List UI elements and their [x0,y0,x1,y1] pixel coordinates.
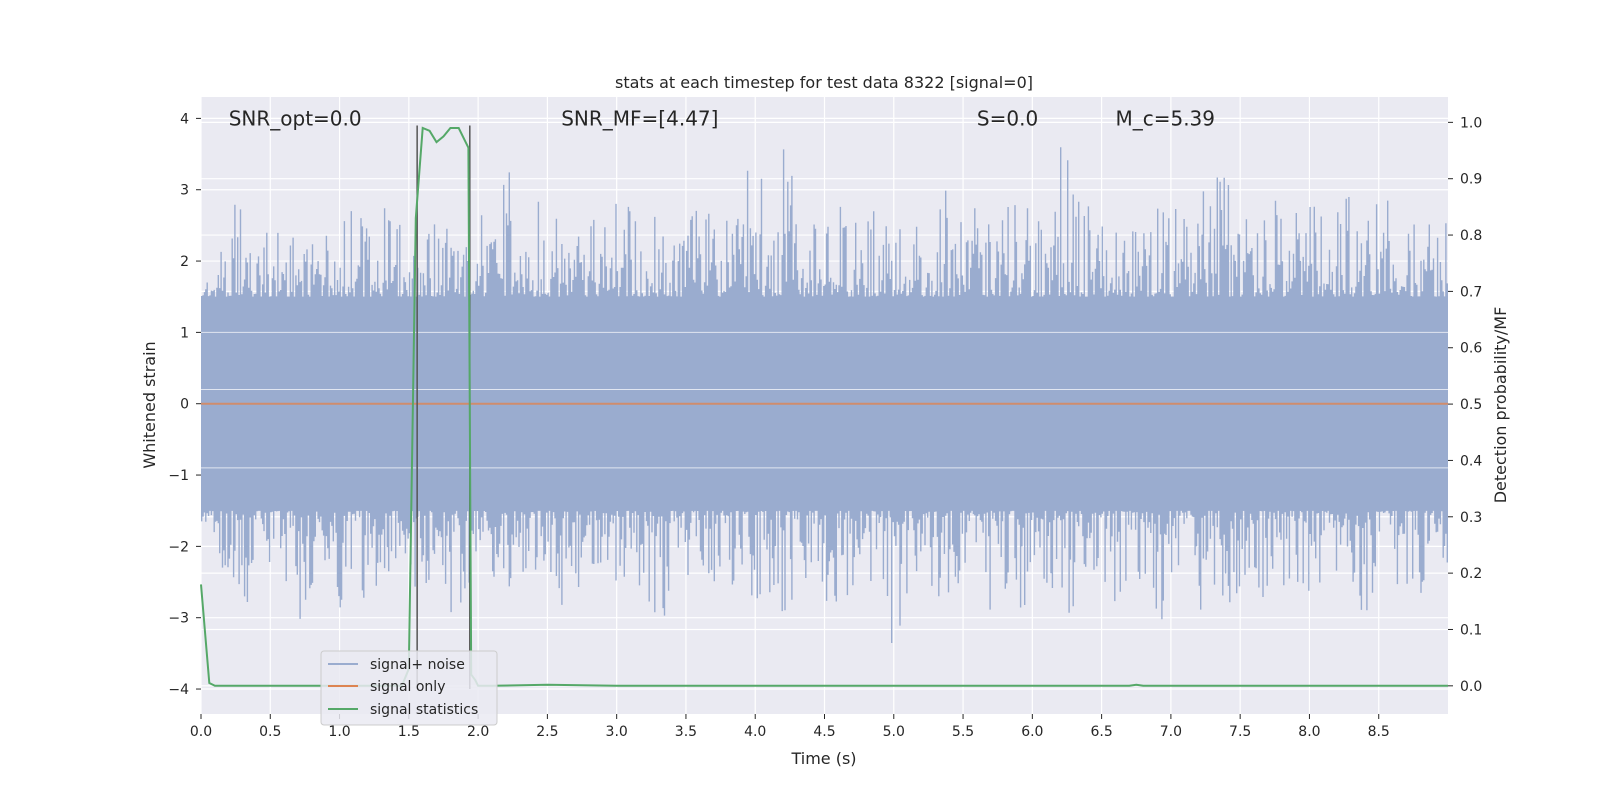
y-tick-label: 1 [180,325,189,341]
y2-tick-label: 0.2 [1460,566,1482,582]
y2-tick-label: 0.4 [1460,453,1482,469]
y-tick-label: 4 [180,111,189,127]
y2-tick-label: 0.1 [1460,622,1482,638]
x-tick-label: 8.0 [1298,724,1320,740]
x-tick-label: 4.5 [813,724,835,740]
y-tick-label: 2 [180,254,189,270]
x-tick-label: 3.5 [675,724,697,740]
annotation-text: SNR_opt=0.0 [229,106,362,130]
x-tick-label: 7.0 [1160,724,1182,740]
x-axis-label: Time (s) [790,749,856,768]
y2-axis-label: Detection probability/MF [1491,307,1510,504]
y2-tick-label: 0.5 [1460,397,1482,413]
y-axis-label: Whitened strain [140,341,159,468]
y2-tick-label: 0.0 [1460,679,1482,695]
annotation-text: SNR_MF=[4.47] [561,106,718,130]
x-tick-label: 1.0 [328,724,350,740]
x-tick-label: 8.5 [1368,724,1390,740]
y-tick-label: −1 [168,468,189,484]
x-axis-ticks: 0.0 0.5 1.0 1.5 2.0 2.5 3.0 3.5 4.0 4.5 5.0 5.5 6.0 6… [190,714,1390,740]
y2-tick-label: 0.6 [1460,341,1482,357]
y-tick-label: −3 [168,611,189,627]
x-tick-label: 5.5 [952,724,974,740]
x-tick-label: 2.5 [536,724,558,740]
x-tick-label: 0.5 [259,724,281,740]
x-tick-label: 5.0 [883,724,905,740]
chart-title: stats at each timestep for test data 832… [615,73,1033,92]
y-tick-label: −4 [168,682,189,698]
legend-label-signal-only: signal only [370,679,445,695]
legend: signal+ noise signal only signal statist… [320,650,498,726]
legend-label-signal-statistics: signal statistics [370,702,478,718]
x-tick-label: 2.0 [467,724,489,740]
legend-box [320,650,498,726]
y-tick-label: 0 [180,397,189,413]
y2-tick-label: 0.7 [1460,284,1482,300]
x-tick-label: 6.0 [1021,724,1043,740]
annotation-text: M_c=5.39 [1115,106,1215,130]
legend-label-signal-noise: signal+ noise [370,657,465,673]
y2-axis-ticks: 1.0 0.9 0.8 0.7 0.6 0.5 0.4 0.3 0.2 0.1 0.0 [1448,115,1482,695]
x-tick-label: 6.5 [1090,724,1112,740]
x-tick-label: 1.5 [398,724,420,740]
x-tick-label: 0.0 [190,724,212,740]
y2-tick-label: 1.0 [1460,115,1482,131]
annotations: SNR_opt=0.0 SNR_MF=[4.47] S=0.0 M_c=5.39 [229,106,1215,130]
x-tick-label: 7.5 [1229,724,1251,740]
y-axis-ticks: 4 3 2 1 0 −1 −2 −3 −4 [168,111,201,698]
y2-tick-label: 0.8 [1460,228,1482,244]
y-tick-label: 3 [180,183,189,199]
x-tick-label: 4.0 [744,724,766,740]
x-tick-label: 3.0 [606,724,628,740]
y-tick-label: −2 [168,539,189,555]
y2-tick-label: 0.9 [1460,172,1482,188]
annotation-text: S=0.0 [977,106,1038,130]
y2-tick-label: 0.3 [1460,510,1482,526]
